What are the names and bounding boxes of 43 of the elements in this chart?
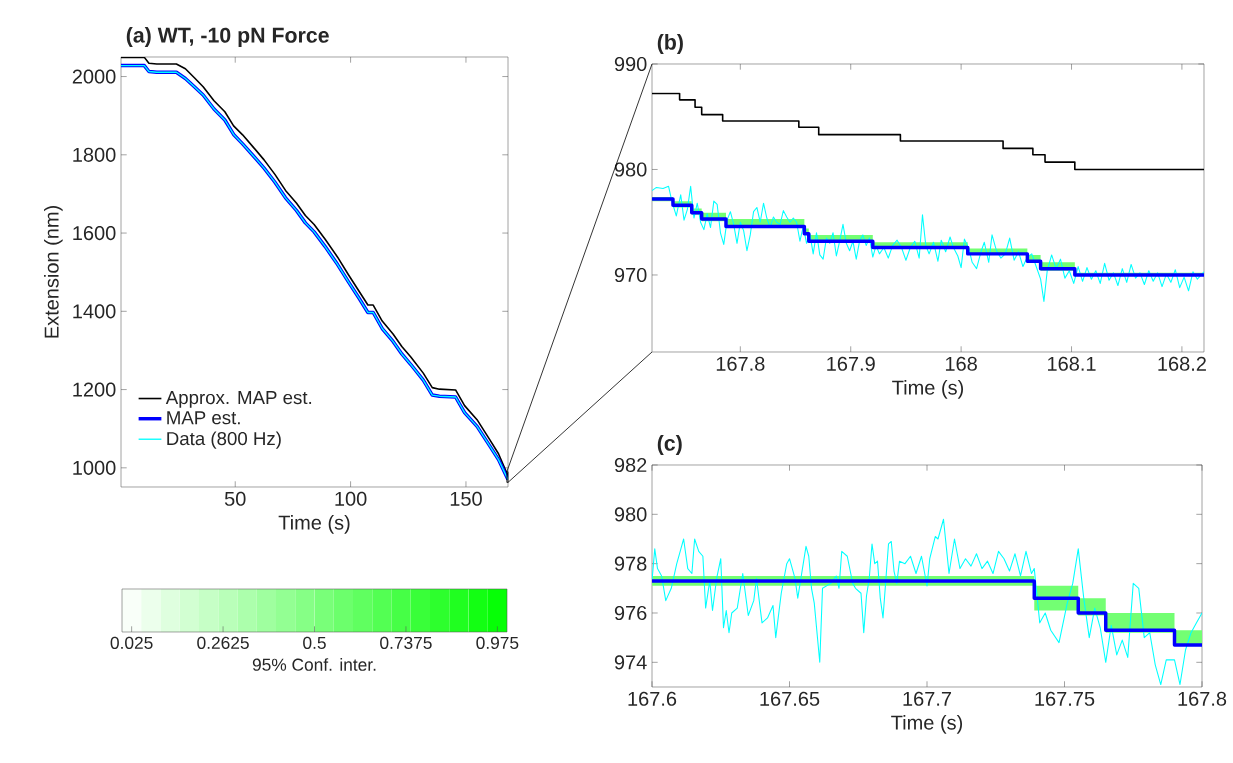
legend-label: MAP est. [167, 411, 240, 425]
legend-label: Approx. MAP est. [165, 391, 312, 408]
y-tick-label: 970 [614, 267, 647, 283]
x-axis-title: Time (s) [278, 515, 350, 534]
chart-title: (a) WT, -10 pN Force [126, 27, 329, 47]
x-axis-title: Time (s) [892, 380, 964, 399]
x-tick-label: 167.8 [716, 356, 765, 371]
x-tick-label: 100 [335, 491, 367, 506]
y-tick-label: 1800 [73, 147, 116, 162]
chart-title: (c) [657, 435, 682, 455]
x-tick-label: 0.7375 [380, 636, 432, 649]
y-axis-title: Extension (nm) [44, 206, 63, 338]
x-tick-label: 167.75 [1035, 691, 1095, 706]
legend-label: Data (800 Hz) [167, 431, 281, 449]
y-tick-label: 2000 [72, 69, 116, 84]
y-tick-label: 976 [614, 605, 647, 621]
x-tick-label: 167.65 [760, 691, 820, 706]
x-tick-label: 0.025 [110, 636, 153, 649]
y-tick-label: 990 [614, 56, 647, 72]
x-tick-label: 167.6 [628, 691, 677, 706]
x-tick-label: 168 [945, 356, 977, 371]
x-tick-label: 150 [450, 491, 482, 506]
x-tick-label: 0.975 [476, 636, 519, 649]
x-tick-label: 167.8 [1178, 691, 1227, 706]
x-tick-label: 0.5 [303, 636, 326, 649]
y-tick-label: 980 [614, 162, 647, 177]
x-axis-title: 95% Conf. inter. [252, 658, 376, 671]
x-tick-label: 168.1 [1048, 356, 1096, 371]
y-tick-label: 974 [614, 655, 647, 670]
x-axis-title: Time (s) [891, 715, 963, 734]
y-tick-label: 982 [614, 457, 647, 473]
x-tick-label: 168.2 [1158, 356, 1206, 371]
y-tick-label: 1000 [73, 460, 116, 475]
x-tick-label: 167.9 [827, 356, 875, 371]
y-tick-label: 1400 [73, 304, 116, 319]
x-tick-label: 0.2625 [197, 636, 249, 649]
y-tick-label: 1200 [73, 382, 116, 397]
y-tick-label: 980 [614, 507, 647, 522]
x-tick-label: 167.7 [903, 691, 952, 706]
y-tick-label: 978 [614, 556, 647, 571]
chart-title: (b) [657, 34, 683, 54]
x-tick-label: 50 [224, 491, 246, 506]
y-tick-label: 1600 [73, 225, 116, 241]
